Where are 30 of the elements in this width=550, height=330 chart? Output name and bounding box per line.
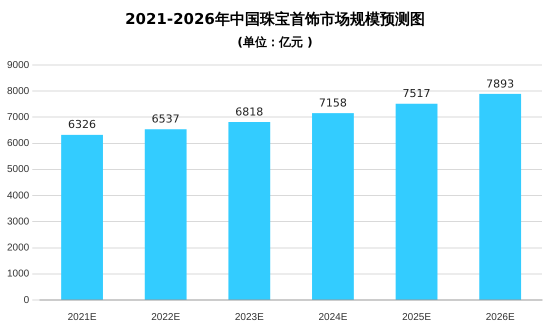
- bar: [396, 104, 438, 300]
- x-tick-label: 2026E: [486, 312, 515, 323]
- y-tick-label: 1000: [6, 268, 30, 280]
- bar: [479, 94, 522, 300]
- x-tick-label: 2021E: [68, 312, 97, 323]
- x-tick-label: 2023E: [234, 312, 264, 323]
- y-tick-label: 6000: [6, 138, 30, 150]
- data-label: 6537: [152, 112, 180, 126]
- data-label: 6818: [235, 105, 264, 118]
- y-tick-label: 8000: [6, 86, 30, 97]
- bar: [61, 134, 103, 300]
- data-label: 6326: [68, 118, 96, 132]
- chart-subtitle: (单位：亿元 ): [236, 34, 314, 51]
- data-label: 7517: [402, 87, 431, 100]
- y-tick-label: 5000: [6, 164, 30, 176]
- y-tick-label: 3000: [6, 216, 30, 228]
- y-tick-label: 2000: [6, 242, 30, 254]
- bar: [228, 122, 270, 300]
- y-tick-label: 9000: [6, 60, 30, 71]
- x-tick-label: 2022E: [151, 312, 180, 323]
- y-tick-label: 7000: [6, 112, 30, 123]
- x-tick-label: 2025E: [402, 312, 432, 323]
- x-tick-label: 2024E: [318, 312, 348, 323]
- data-label: 7893: [486, 77, 514, 90]
- bar: [144, 129, 187, 300]
- bar: [312, 113, 354, 300]
- y-tick-label: 0: [24, 294, 30, 306]
- chart-title: 2021-2026年中国珠宝首饰市场规模预测图: [124, 10, 426, 30]
- data-label: 7158: [318, 96, 347, 110]
- y-tick-label: 4000: [6, 190, 30, 202]
